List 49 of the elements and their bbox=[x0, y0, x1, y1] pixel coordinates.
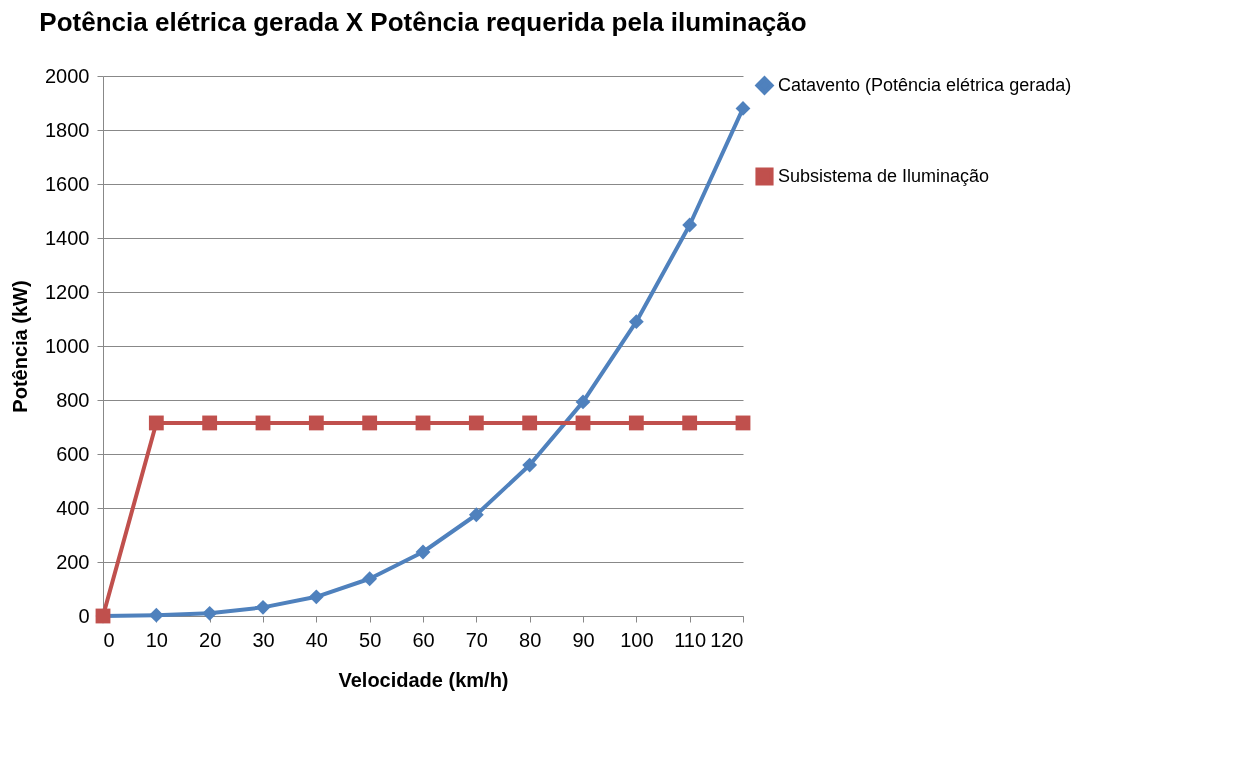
point bbox=[202, 415, 218, 431]
x-tick-label: 110 bbox=[674, 628, 707, 651]
point bbox=[148, 415, 164, 431]
point bbox=[522, 415, 538, 431]
point bbox=[628, 415, 644, 431]
point bbox=[468, 507, 484, 523]
x-tick-label: 30 bbox=[252, 628, 275, 651]
y-tick-label: 1000 bbox=[45, 334, 90, 357]
point bbox=[735, 100, 751, 116]
point bbox=[308, 415, 324, 431]
y-tick-label: 800 bbox=[56, 388, 90, 411]
y-tick-label: 0 bbox=[78, 604, 90, 627]
point bbox=[468, 415, 484, 431]
x-tick-label: 90 bbox=[572, 628, 595, 651]
point bbox=[362, 571, 378, 587]
y-axis-title: Potência (kW) bbox=[9, 280, 32, 413]
point bbox=[575, 394, 591, 410]
y-tick-label: 1600 bbox=[45, 172, 90, 195]
x-tick-label: 50 bbox=[359, 628, 382, 651]
x-tick-label: 0 bbox=[103, 628, 115, 651]
point bbox=[202, 605, 218, 621]
x-tick-label: 40 bbox=[305, 628, 328, 651]
point bbox=[148, 607, 164, 623]
legend-label: Catavento (Potência elétrica gerada) bbox=[778, 74, 1072, 95]
y-tick-label: 1800 bbox=[45, 118, 90, 141]
y-tick-label: 1200 bbox=[45, 280, 90, 303]
chart-title: Potência elétrica gerada X Potência requerida pela iluminação bbox=[39, 7, 807, 37]
point bbox=[628, 314, 644, 330]
point bbox=[308, 589, 324, 605]
point bbox=[415, 544, 431, 560]
point bbox=[255, 599, 271, 615]
x-tick-label: 70 bbox=[465, 628, 488, 651]
x-tick-label: 80 bbox=[519, 628, 542, 651]
point bbox=[682, 217, 698, 233]
y-tick-label: 2000 bbox=[45, 64, 90, 87]
x-tick-label: 20 bbox=[199, 628, 222, 651]
y-tick-label: 400 bbox=[56, 496, 90, 519]
x-tick-label: 100 bbox=[620, 628, 654, 651]
point bbox=[362, 415, 378, 431]
x-tick-label: 120 bbox=[710, 628, 744, 651]
point bbox=[522, 457, 538, 473]
y-tick-label: 200 bbox=[56, 550, 90, 573]
x-tick-label: 10 bbox=[145, 628, 168, 651]
point bbox=[682, 415, 698, 431]
legend-label: Subsistema de Iluminação bbox=[778, 165, 990, 186]
x-axis-title: Velocidade (km/h) bbox=[338, 668, 509, 691]
y-tick-label: 600 bbox=[56, 442, 90, 465]
x-tick-label: 60 bbox=[412, 628, 435, 651]
y-tick-label: 1400 bbox=[45, 226, 90, 249]
